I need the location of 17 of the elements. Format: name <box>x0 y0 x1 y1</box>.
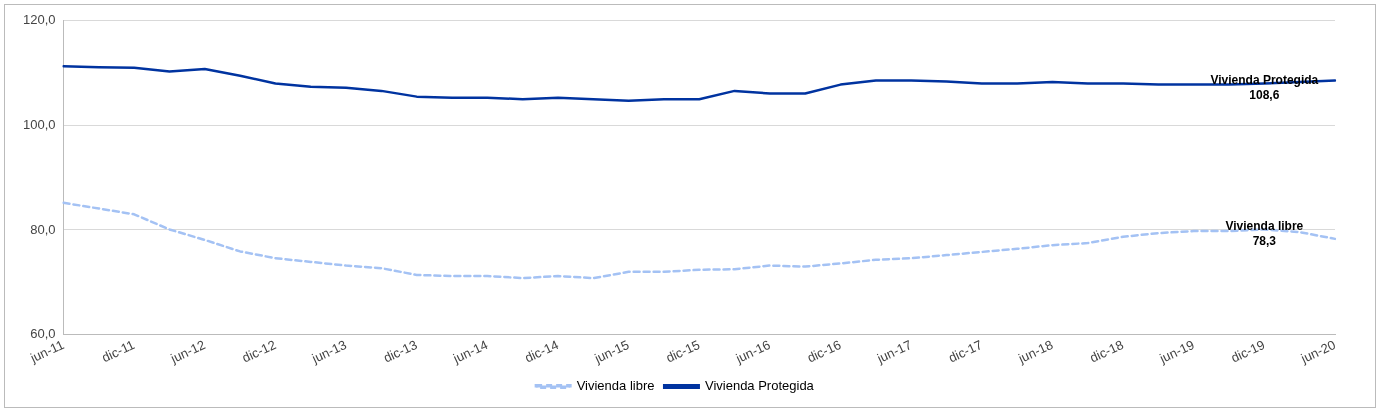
x-tick-label: dic-11 <box>99 337 137 366</box>
x-tick-label: dic-14 <box>522 337 561 366</box>
legend-label: Vivienda libre <box>576 378 655 394</box>
x-tick-label: dic-19 <box>1228 337 1268 366</box>
y-tick-label: 100,0 <box>22 116 56 132</box>
line-series <box>62 201 1337 280</box>
x-tick-label: dic-18 <box>1087 337 1126 366</box>
x-tick-label: dic-17 <box>946 337 985 366</box>
x-tick-label: dic-12 <box>239 337 279 366</box>
x-tick-label: dic-15 <box>663 337 703 366</box>
x-tick-label: dic-13 <box>381 337 420 366</box>
annotation: Vivienda libre 78,3 <box>1225 218 1304 248</box>
y-tick-label: 80,0 <box>30 221 56 237</box>
y-tick-label: 120,0 <box>22 12 56 28</box>
legend-label: Vivienda Protegida <box>704 378 815 394</box>
x-tick-label: dic-16 <box>804 337 844 366</box>
y-tick-label: 60,0 <box>30 326 56 342</box>
